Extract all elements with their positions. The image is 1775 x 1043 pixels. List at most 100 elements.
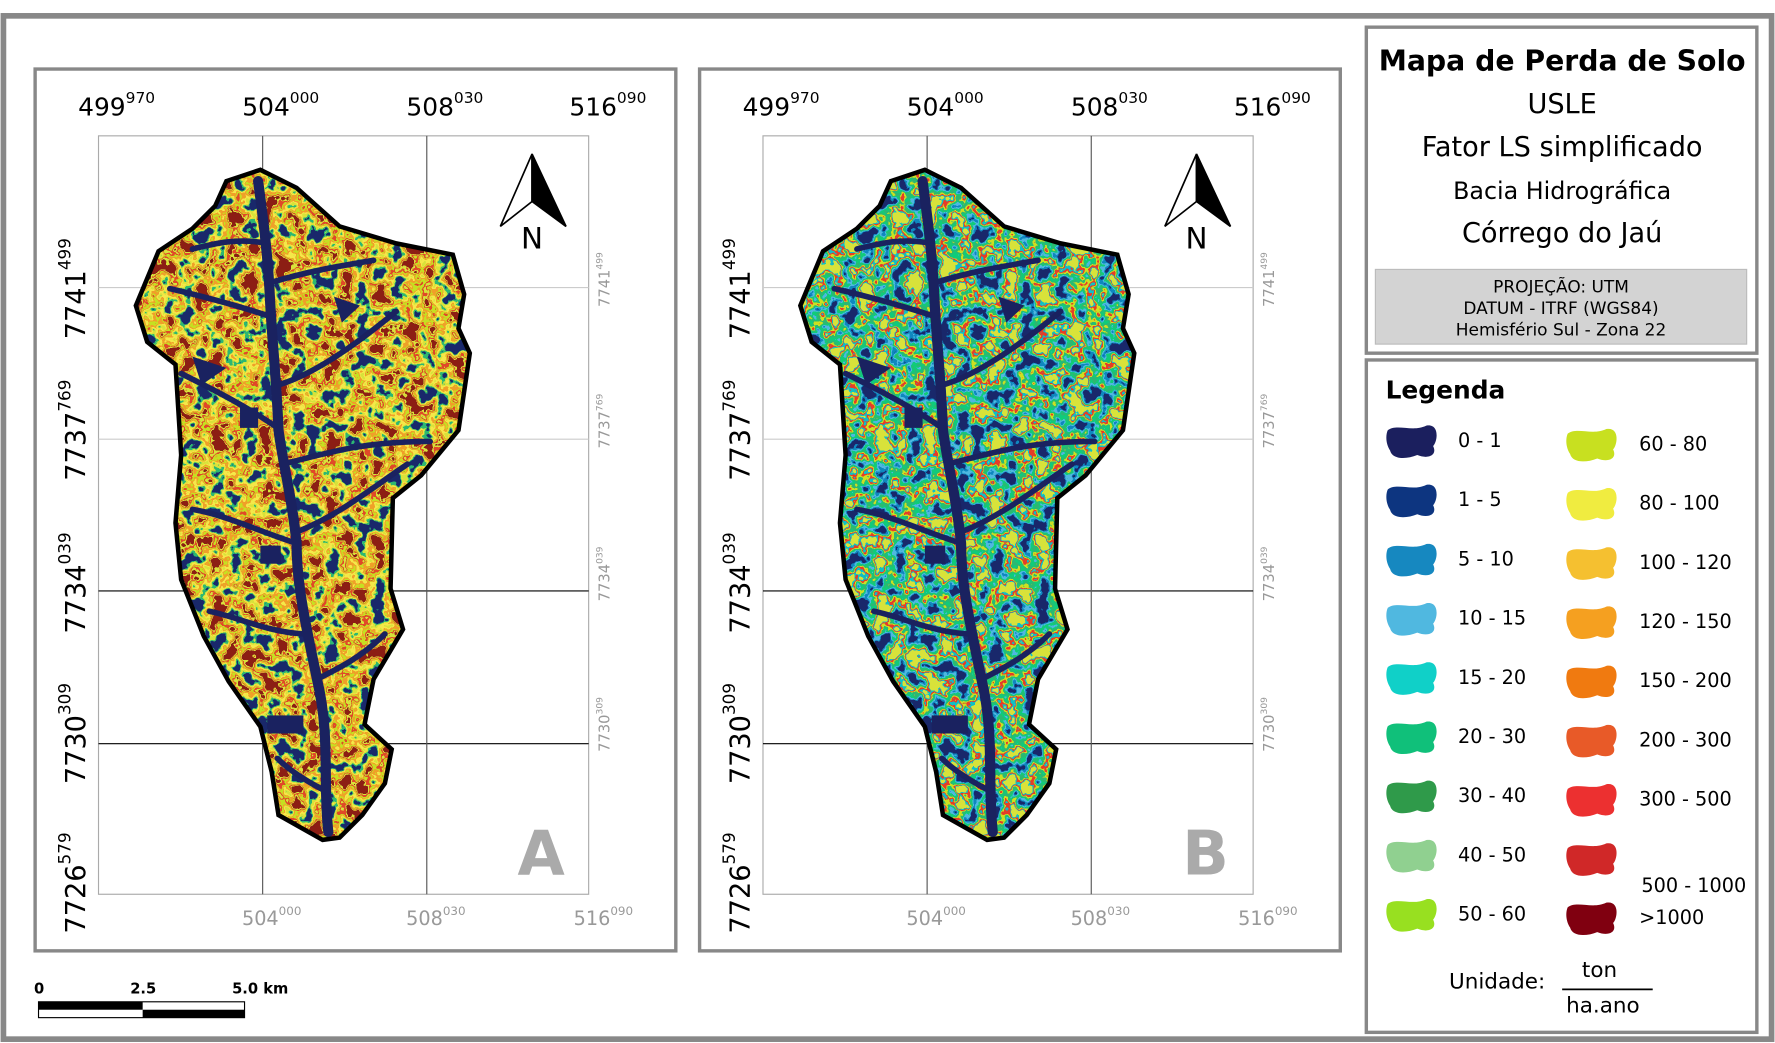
coord-sup: 000: [954, 89, 983, 107]
coord-main: 499: [743, 93, 791, 122]
scale-label: 2.5: [130, 980, 156, 997]
river: [958, 461, 1075, 535]
coord-main: 516: [569, 93, 617, 122]
legend-label: 300 - 500: [1639, 788, 1732, 811]
coord-main: 7730: [61, 715, 92, 784]
river: [280, 438, 434, 467]
legend-label: 20 - 30: [1458, 725, 1526, 748]
coord-main: 7730: [1261, 714, 1278, 751]
coord-main: 504: [906, 907, 943, 930]
map-frame: [97, 135, 590, 895]
coord-main: 7734: [725, 564, 756, 633]
coord-sup: 769: [595, 393, 605, 411]
coord-main: 499: [78, 93, 126, 122]
legend-label: 30 - 40: [1458, 784, 1526, 807]
coord-sup: 000: [279, 904, 302, 918]
coord-sup: 000: [290, 89, 319, 107]
scale-bar-segment: [142, 1009, 245, 1018]
river: [854, 506, 964, 547]
river: [931, 257, 1041, 286]
coord-main: 7737: [725, 412, 756, 481]
coord-sup: 499: [719, 238, 739, 270]
coord-main: 7737: [1261, 411, 1278, 448]
legend-swatch: [1386, 603, 1437, 636]
coord-sup: 039: [1259, 546, 1269, 564]
legend-label: 120 - 150: [1639, 610, 1732, 633]
coord-label: 7730309: [719, 683, 756, 784]
coord-label: 7730309: [55, 683, 92, 784]
water-body: [924, 545, 946, 564]
projection-line: Hemisfério Sul - Zona 22: [1456, 321, 1666, 341]
coord-label: 7730309: [595, 697, 614, 752]
river: [944, 438, 1098, 467]
coord-label: 7741499: [595, 252, 614, 307]
coord-sup: 579: [719, 832, 739, 864]
river: [939, 755, 996, 796]
coord-main: 508: [406, 907, 443, 930]
north-arrow: [531, 153, 567, 228]
coord-main: 508: [406, 93, 454, 122]
river: [189, 238, 271, 252]
coord-main: 7737: [61, 412, 92, 481]
river: [842, 370, 949, 433]
water-body: [192, 356, 227, 385]
coord-sup: 090: [610, 904, 633, 918]
legend-label: 60 - 80: [1639, 432, 1707, 455]
water-body: [931, 715, 968, 734]
coord-sup: 579: [55, 832, 75, 864]
coord-label: 508030: [406, 904, 465, 930]
coord-sup: 030: [1118, 89, 1147, 107]
coord-sup: 090: [617, 89, 646, 107]
coord-main: 7734: [597, 564, 614, 601]
legend-title: Legenda: [1386, 376, 1506, 405]
coord-label: 7737769: [595, 393, 614, 448]
coord-label: 7734039: [595, 546, 614, 601]
coord-label: 7726579: [55, 832, 92, 933]
coord-label: 7741499: [1259, 252, 1278, 307]
map-title: Mapa de Perda de Solo: [1379, 44, 1746, 77]
coord-sup: 309: [55, 683, 75, 715]
legend-swatch: [1386, 721, 1437, 755]
water-body: [998, 296, 1025, 323]
legend-label: 50 - 60: [1458, 903, 1526, 926]
coord-sup: 039: [55, 532, 75, 564]
legend-label: 0 - 1: [1458, 429, 1502, 452]
legend-swatch: [1386, 780, 1437, 814]
title-line: Córrego do Jaú: [1462, 218, 1662, 249]
panel-letter: B: [1182, 819, 1229, 890]
water-body: [856, 356, 891, 385]
legend-label: 150 - 200: [1639, 669, 1732, 692]
coord-label: 7730309: [1259, 697, 1278, 752]
legend-label: 500 - 1000: [1641, 874, 1746, 897]
coord-label: 504000: [242, 89, 319, 122]
map-frame: [762, 135, 1254, 895]
coord-sup: 970: [126, 89, 155, 107]
river: [293, 461, 411, 535]
coord-main: 508: [1071, 907, 1108, 930]
river: [189, 506, 300, 547]
legend-swatch: [1386, 899, 1437, 932]
title-line: USLE: [1527, 89, 1596, 120]
coord-main: 7734: [61, 564, 92, 633]
coord-main: 504: [242, 93, 290, 122]
coord-main: 516: [574, 907, 611, 930]
coord-sup: 769: [55, 380, 75, 412]
coord-label: 504000: [906, 904, 965, 930]
river: [166, 285, 275, 320]
coord-label: 7726579: [719, 832, 756, 933]
coord-sup: 039: [719, 532, 739, 564]
coord-main: 7730: [597, 714, 614, 751]
water-body: [333, 296, 361, 323]
coord-main: 7730: [725, 715, 756, 784]
coord-label: 7741499: [55, 238, 92, 339]
coord-main: 7726: [725, 864, 756, 933]
coord-label: 516090: [569, 89, 646, 122]
legend-swatch: [1566, 843, 1617, 876]
river: [274, 755, 332, 796]
coord-label: 508030: [1071, 904, 1130, 930]
legend-swatch: [1566, 547, 1617, 580]
river: [206, 608, 311, 637]
legend-items: 0 - 1 1 - 5 5 - 10 10 - 15 15 - 20 20 - 30 30 …: [1386, 425, 1746, 936]
